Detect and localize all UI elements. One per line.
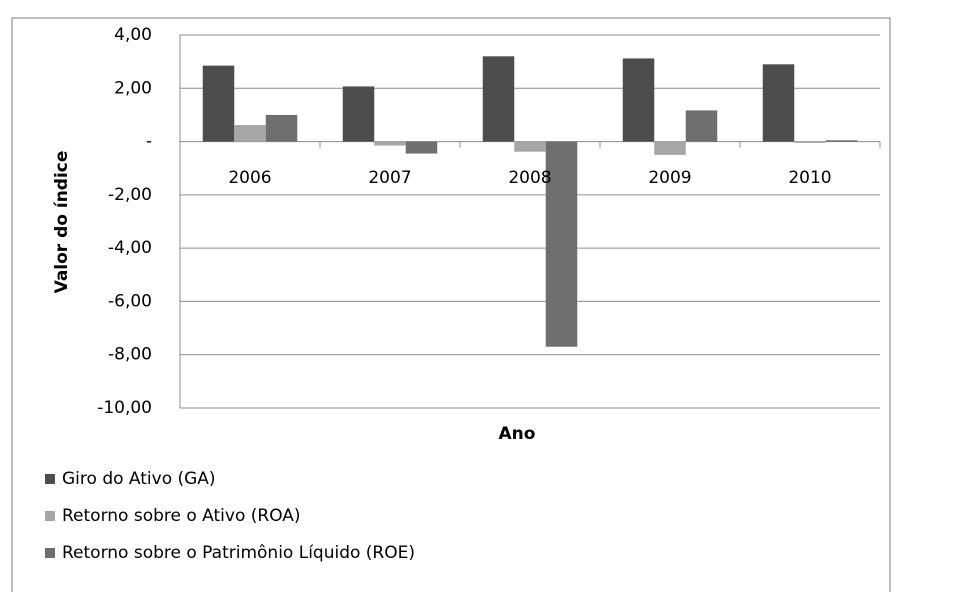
- legend-label: Giro do Ativo (GA): [62, 469, 216, 489]
- y-tick-label: 4,00: [114, 25, 152, 45]
- y-axis-title: Valor do índice: [52, 151, 72, 294]
- bar: [514, 141, 546, 152]
- x-tick-label: 2008: [508, 168, 551, 188]
- y-tick-label: -6,00: [108, 291, 152, 311]
- legend-label: Retorno sobre o Patrimônio Líquido (ROE): [62, 543, 415, 563]
- y-tick-label: 2,00: [114, 78, 152, 98]
- y-tick-label: -10,00: [97, 398, 152, 418]
- bar: [482, 56, 515, 142]
- y-tick-label: -4,00: [108, 238, 152, 258]
- x-tick-label: 2010: [788, 168, 831, 188]
- x-tick-label: 2009: [648, 168, 691, 188]
- y-tick-label: -8,00: [108, 345, 152, 365]
- bar: [794, 141, 826, 143]
- bar: [234, 125, 266, 142]
- bar: [622, 58, 655, 142]
- bar: [374, 141, 406, 146]
- bar: [265, 114, 298, 142]
- x-tick-label: 2007: [368, 168, 411, 188]
- x-tick-label: 2006: [228, 168, 271, 188]
- legend-swatch: [45, 548, 55, 558]
- bar: [762, 64, 795, 142]
- legend-swatch: [45, 474, 55, 484]
- x-axis-title: Ano: [499, 424, 536, 444]
- bar: [342, 86, 375, 142]
- bar: [685, 110, 718, 142]
- y-tick-label: -: [146, 132, 152, 152]
- bar: [654, 141, 686, 155]
- y-tick-label: -2,00: [108, 185, 152, 205]
- bar: [545, 141, 578, 347]
- bar: [202, 65, 235, 142]
- bar: [825, 140, 858, 142]
- legend-label: Retorno sobre o Ativo (ROA): [62, 506, 301, 526]
- legend-swatch: [45, 511, 55, 521]
- bar: [405, 141, 438, 154]
- chart-border: [11, 17, 891, 592]
